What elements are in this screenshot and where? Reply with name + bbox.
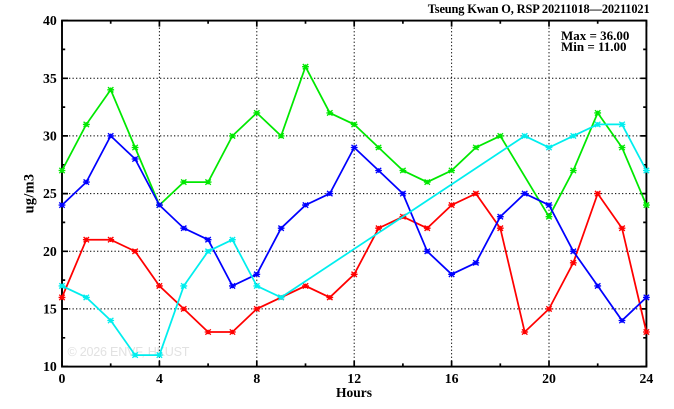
svg-text:12: 12 (347, 371, 361, 386)
svg-text:0: 0 (59, 371, 66, 386)
svg-text:25: 25 (43, 186, 57, 201)
svg-text:Tseung Kwan O, RSP 20211018—20: Tseung Kwan O, RSP 20211018—20211021 (428, 2, 650, 16)
svg-text:20: 20 (43, 244, 57, 259)
svg-text:Min = 11.00: Min = 11.00 (561, 39, 627, 54)
svg-text:20: 20 (542, 371, 556, 386)
svg-text:Max = 36.00: Max = 36.00 (561, 28, 629, 43)
svg-text:35: 35 (43, 71, 57, 86)
svg-text:10: 10 (43, 359, 57, 374)
svg-text:8: 8 (253, 371, 260, 386)
svg-text:24: 24 (640, 371, 654, 386)
svg-text:16: 16 (445, 371, 459, 386)
svg-text:ug/m3: ug/m3 (22, 174, 38, 214)
svg-text:40: 40 (43, 13, 57, 28)
svg-text:4: 4 (156, 371, 163, 386)
svg-text:Hours: Hours (336, 385, 372, 400)
svg-text:30: 30 (43, 129, 57, 144)
svg-text:15: 15 (43, 302, 57, 317)
